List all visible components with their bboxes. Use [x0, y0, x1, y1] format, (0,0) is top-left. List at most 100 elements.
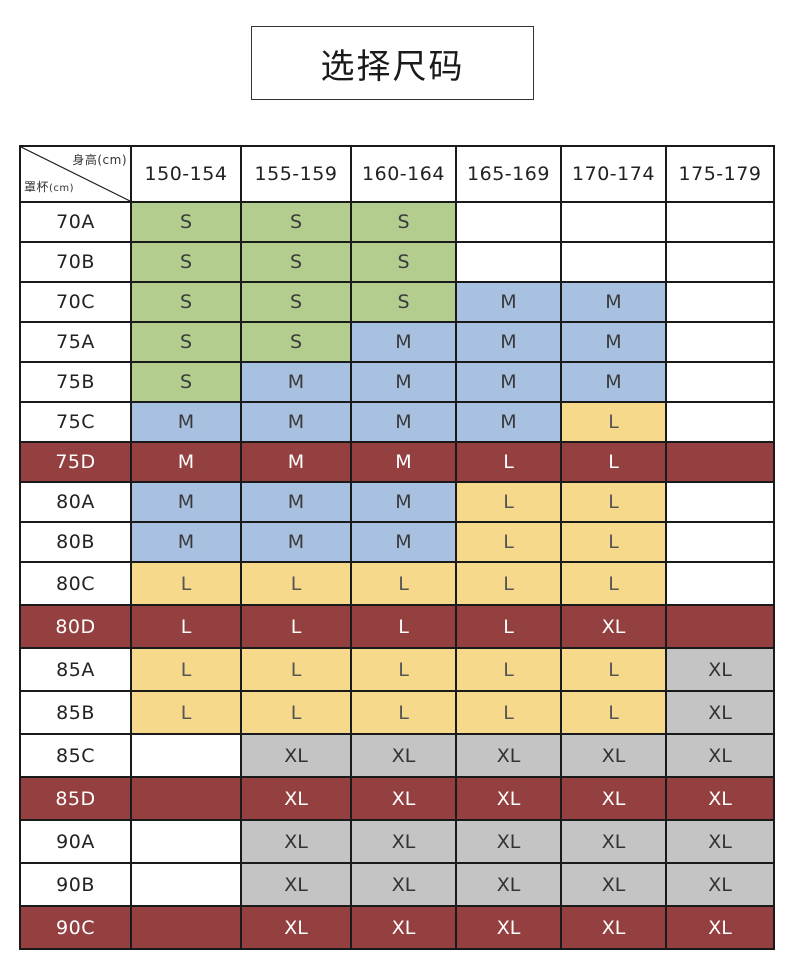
size-cell [665, 321, 775, 363]
size-cell [455, 201, 562, 243]
band-cup-label: 75C [19, 401, 132, 443]
size-cell: L [455, 604, 562, 649]
size-cell [560, 201, 667, 243]
size-cell [130, 862, 242, 907]
size-cell: S [130, 321, 242, 363]
size-chart-table: 身高(cm) 罩杯(cm) 150-154 155-159 160-164 165-1… [19, 145, 775, 950]
size-cell: L [455, 481, 562, 523]
size-cell: S [130, 281, 242, 323]
size-cell: XL [350, 819, 457, 864]
size-cell: M [240, 361, 352, 403]
height-axis-label: 身高(cm) [72, 153, 127, 167]
size-cell: XL [665, 776, 775, 821]
size-cell: XL [665, 862, 775, 907]
table-row: 80A M M M L L [19, 481, 775, 523]
size-cell: L [560, 561, 667, 606]
table-row: 90C XL XL XL XL XL [19, 905, 775, 950]
size-cell: M [130, 521, 242, 563]
size-cell [665, 521, 775, 563]
size-cell: XL [560, 733, 667, 778]
size-cell: S [130, 361, 242, 403]
height-range-header: 175-179 [665, 145, 775, 203]
table-row: 75C M M M M L [19, 401, 775, 443]
band-cup-label: 90B [19, 862, 132, 907]
band-cup-label: 90A [19, 819, 132, 864]
size-cell: M [560, 361, 667, 403]
size-cell: XL [350, 905, 457, 950]
size-cell: M [240, 401, 352, 443]
size-cell: L [560, 441, 667, 483]
band-cup-label: 70B [19, 241, 132, 283]
size-cell: L [130, 690, 242, 735]
size-cell: L [240, 690, 352, 735]
size-cell: M [240, 521, 352, 563]
size-cell [665, 441, 775, 483]
size-cell: XL [560, 776, 667, 821]
size-cell: XL [455, 862, 562, 907]
size-cell: XL [350, 862, 457, 907]
size-cell: L [350, 604, 457, 649]
size-cell: M [560, 281, 667, 323]
size-cell: M [455, 281, 562, 323]
size-cell: XL [240, 905, 352, 950]
band-cup-label: 85D [19, 776, 132, 821]
page-title: 选择尺码 [251, 26, 534, 100]
size-cell: L [455, 690, 562, 735]
size-cell: L [560, 690, 667, 735]
size-cell: XL [455, 905, 562, 950]
size-cell [130, 905, 242, 950]
table-row: 70C S S S M M [19, 281, 775, 323]
size-cell: S [350, 201, 457, 243]
size-cell [560, 241, 667, 283]
table-row: 85B L L L L L XL [19, 690, 775, 735]
size-cell [455, 241, 562, 283]
size-cell: L [130, 647, 242, 692]
table-row: 90A XL XL XL XL XL [19, 819, 775, 864]
band-cup-label: 70C [19, 281, 132, 323]
size-cell [130, 733, 242, 778]
size-cell: M [350, 521, 457, 563]
size-cell: XL [455, 776, 562, 821]
size-cell: L [240, 561, 352, 606]
size-cell [130, 819, 242, 864]
size-cell: XL [240, 776, 352, 821]
size-cell [665, 281, 775, 323]
size-cell: M [130, 441, 242, 483]
size-cell [665, 201, 775, 243]
size-cell: M [455, 321, 562, 363]
size-cell: L [455, 441, 562, 483]
size-cell: XL [560, 905, 667, 950]
table-row: 70B S S S [19, 241, 775, 283]
size-cell: L [240, 604, 352, 649]
band-cup-label: 85A [19, 647, 132, 692]
size-cell: S [350, 281, 457, 323]
size-cell: M [240, 441, 352, 483]
height-range-header: 170-174 [560, 145, 667, 203]
size-cell: M [350, 401, 457, 443]
size-cell: M [350, 441, 457, 483]
size-cell: L [455, 521, 562, 563]
height-range-header: 165-169 [455, 145, 562, 203]
size-cell: XL [240, 862, 352, 907]
size-cell: XL [560, 819, 667, 864]
size-cell: XL [455, 733, 562, 778]
cup-axis-label: 罩杯(cm) [24, 180, 75, 194]
band-cup-label: 75D [19, 441, 132, 483]
table-row: 75A S S M M M [19, 321, 775, 363]
height-range-header: 160-164 [350, 145, 457, 203]
band-cup-label: 80D [19, 604, 132, 649]
table-row: 85D XL XL XL XL XL [19, 776, 775, 821]
size-cell: XL [350, 733, 457, 778]
size-chart-body: 70A S S S 70B S S S 70C S S S M M 75A S S M M M 75B S M M M M 75C M… [19, 201, 775, 950]
size-cell: L [560, 401, 667, 443]
size-cell: XL [665, 733, 775, 778]
size-cell: XL [350, 776, 457, 821]
table-row: 80D L L L L XL [19, 604, 775, 649]
size-cell: M [240, 481, 352, 523]
size-cell: S [130, 201, 242, 243]
size-cell [665, 481, 775, 523]
size-cell: L [560, 647, 667, 692]
band-cup-label: 85B [19, 690, 132, 735]
size-cell: L [455, 561, 562, 606]
size-cell: XL [240, 819, 352, 864]
